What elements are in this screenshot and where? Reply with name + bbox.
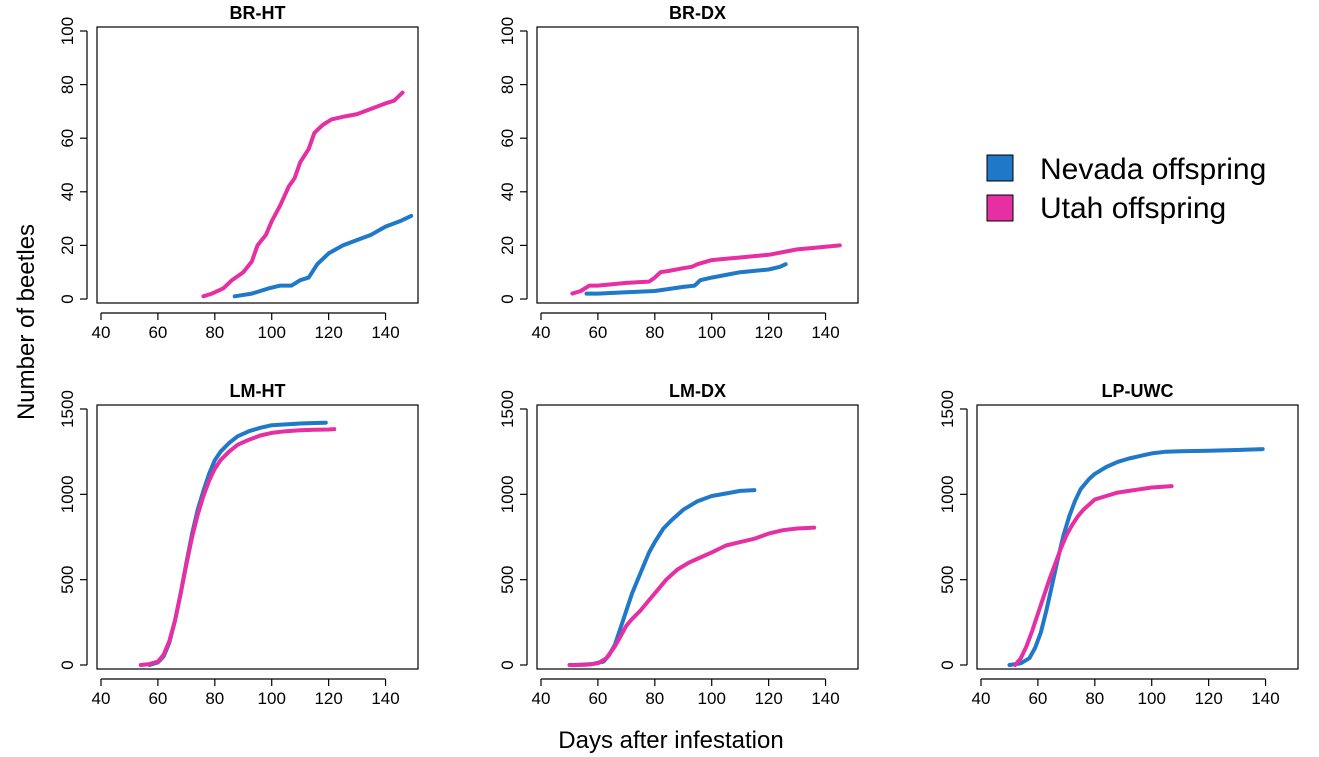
x-tick-label-lm-dx: 140 (811, 689, 839, 708)
x-tick-label-lp-uwc: 100 (1138, 689, 1166, 708)
x-tick-label-lm-dx: 60 (588, 689, 607, 708)
x-tick-label-br-dx: 40 (532, 323, 551, 342)
panel-lm-dx: LM-DX 40 60 80 100 120 140 0 500 1000 1500 (498, 381, 859, 708)
x-tick-label-lm-dx: 120 (754, 689, 782, 708)
y-axis-title: Number of beetles (13, 224, 40, 420)
x-tick-label-br-dx: 140 (811, 323, 839, 342)
plot-frame-lm-dx (536, 404, 859, 670)
series-line-nevada-offspring-lm-ht (147, 420, 328, 667)
plot-frame-br-ht (96, 26, 419, 304)
x-tick-label-lp-uwc: 80 (1085, 689, 1104, 708)
series-line-nevada-offspring-br-ht (232, 213, 414, 299)
y-tick-label-lm-ht: 1000 (58, 475, 77, 513)
y-tick-label-lp-uwc: 1500 (938, 390, 957, 428)
x-tick-label-lp-uwc: 120 (1194, 689, 1222, 708)
x-tick-label-br-ht: 80 (205, 323, 224, 342)
y-tick-label-br-ht: 20 (58, 236, 77, 255)
y-tick-label-lp-uwc: 1000 (938, 475, 957, 513)
x-tick-label-br-dx: 60 (588, 323, 607, 342)
y-tick-label-lm-dx: 500 (498, 565, 517, 593)
y-tick-label-br-ht: 40 (58, 182, 77, 201)
y-tick-label-br-ht: 0 (58, 294, 77, 303)
series-line-nevada-offspring-br-dx (584, 262, 788, 296)
plot-frame-lp-uwc (976, 404, 1299, 670)
x-tick-label-lp-uwc: 140 (1251, 689, 1279, 708)
legend-swatch-utah (986, 194, 1014, 222)
panel-br-ht: BR-HT 40 60 80 100 120 140 0 20 40 60 80 100 (58, 3, 419, 342)
panel-br-dx: BR-DX 40 60 80 100 120 140 0 20 40 60 80 100 (498, 3, 859, 342)
y-tick-label-br-dx: 80 (498, 75, 517, 94)
legend: Nevada offspring Utah offspring (986, 153, 1266, 225)
x-tick-label-lm-ht: 100 (258, 689, 286, 708)
legend-swatch-nevada (986, 154, 1014, 182)
x-tick-label-br-ht: 140 (371, 323, 399, 342)
y-tick-label-br-dx: 40 (498, 182, 517, 201)
y-tick-label-br-ht: 80 (58, 75, 77, 94)
y-tick-label-br-ht: 100 (58, 17, 77, 45)
x-tick-label-br-dx: 100 (698, 323, 726, 342)
y-tick-label-lm-ht: 0 (58, 660, 77, 669)
x-tick-label-lp-uwc: 40 (972, 689, 991, 708)
series-line-utah-offspring-lp-uwc (1013, 484, 1174, 667)
y-tick-label-lm-dx: 1000 (498, 475, 517, 513)
y-tick-label-lm-ht: 500 (58, 565, 77, 593)
panel-title-br-dx: BR-DX (669, 3, 726, 23)
x-tick-label-br-ht: 120 (314, 323, 342, 342)
legend-label-utah: Utah offspring (1040, 192, 1226, 225)
panel-title-br-ht: BR-HT (230, 3, 286, 23)
x-tick-label-br-ht: 60 (148, 323, 167, 342)
x-tick-label-lm-dx: 100 (698, 689, 726, 708)
series-line-utah-offspring-lm-dx (567, 525, 817, 667)
x-tick-label-br-dx: 80 (645, 323, 664, 342)
x-tick-label-lp-uwc: 60 (1028, 689, 1047, 708)
y-tick-label-br-dx: 20 (498, 236, 517, 255)
x-tick-label-lm-ht: 60 (148, 689, 167, 708)
y-tick-label-br-dx: 100 (498, 17, 517, 45)
x-tick-label-lm-ht: 120 (314, 689, 342, 708)
panel-title-lp-uwc: LP-UWC (1102, 381, 1174, 401)
y-tick-label-lm-dx: 0 (498, 660, 517, 669)
series-line-utah-offspring-lm-ht (138, 427, 337, 667)
panel-title-lm-dx: LM-DX (669, 381, 726, 401)
x-tick-label-lm-dx: 80 (645, 689, 664, 708)
x-tick-label-lm-ht: 140 (371, 689, 399, 708)
x-tick-label-br-dx: 120 (754, 323, 782, 342)
x-tick-label-lm-ht: 80 (205, 689, 224, 708)
plot-frame-lm-ht (96, 404, 419, 670)
series-line-nevada-offspring-lm-dx (573, 488, 757, 667)
x-axis-title: Days after infestation (558, 727, 783, 754)
x-tick-label-br-ht: 100 (258, 323, 286, 342)
x-tick-label-lm-ht: 40 (92, 689, 111, 708)
y-tick-label-lp-uwc: 0 (938, 660, 957, 669)
panels: BR-HT 40 60 80 100 120 140 0 20 40 60 80 100 BR-DX 40 6… (58, 3, 1299, 708)
y-tick-label-br-dx: 0 (498, 294, 517, 303)
y-tick-label-br-ht: 60 (58, 129, 77, 148)
panel-lm-ht: LM-HT 40 60 80 100 120 140 0 500 1000 1500 (58, 381, 419, 708)
x-tick-label-lm-dx: 40 (532, 689, 551, 708)
series-line-utah-offspring-br-dx (570, 243, 842, 296)
x-tick-label-br-ht: 40 (92, 323, 111, 342)
panel-title-lm-ht: LM-HT (230, 381, 286, 401)
plot-frame-br-dx (536, 26, 859, 304)
y-tick-label-br-dx: 60 (498, 129, 517, 148)
panel-lp-uwc: LP-UWC 40 60 80 100 120 140 0 500 1000 1500 (938, 381, 1299, 708)
legend-label-nevada: Nevada offspring (1040, 153, 1266, 186)
series-line-utah-offspring-br-ht (201, 90, 405, 299)
y-tick-label-lp-uwc: 500 (938, 565, 957, 593)
y-tick-label-lm-ht: 1500 (58, 390, 77, 428)
series-line-nevada-offspring-lp-uwc (1007, 447, 1265, 667)
y-tick-label-lm-dx: 1500 (498, 390, 517, 428)
